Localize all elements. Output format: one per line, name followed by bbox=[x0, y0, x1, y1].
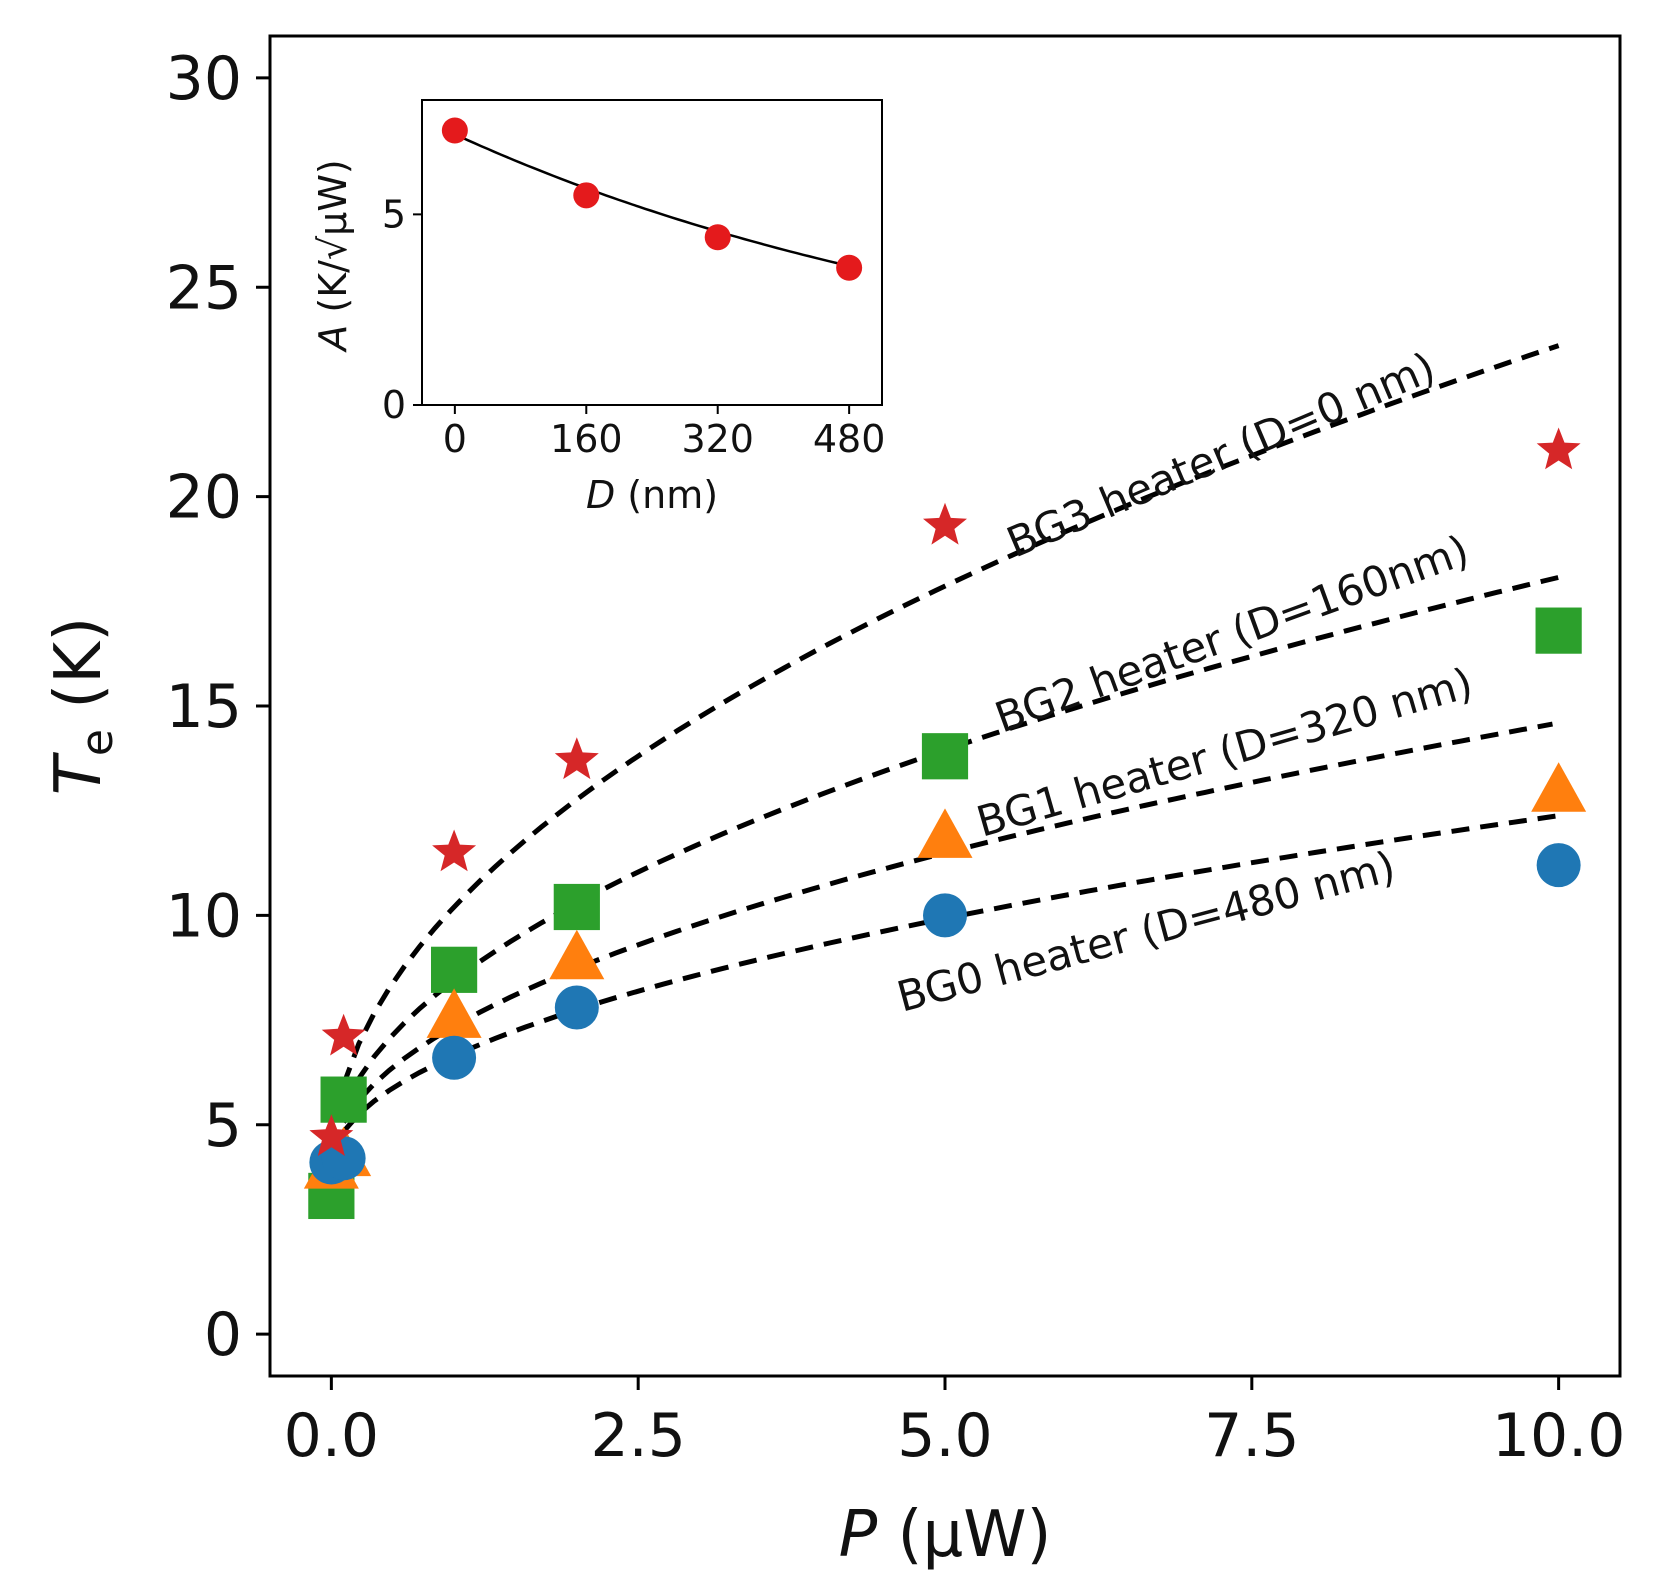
y-tick-label: 20 bbox=[166, 463, 242, 533]
x-tick-label: 0.0 bbox=[284, 1401, 379, 1471]
fit-label-bg3: BG3 heater (D=0 nm) bbox=[1000, 342, 1442, 567]
inset-y-tick-label: 5 bbox=[382, 192, 406, 236]
inset-point bbox=[441, 117, 468, 144]
inset-data-markers bbox=[441, 117, 863, 281]
inset-x-tick-label: 0 bbox=[443, 417, 467, 461]
fit-curve-0 bbox=[341, 343, 1560, 1086]
inset-y-axis-title-unit: (K/√μW) bbox=[311, 159, 355, 324]
inset-point bbox=[836, 254, 863, 281]
y-axis-title-unit: (K) bbox=[42, 617, 116, 729]
inset-point bbox=[704, 224, 731, 251]
inset-fit-line bbox=[454, 133, 850, 268]
marker-bg3-star bbox=[1536, 427, 1581, 470]
marker-bg2-square bbox=[430, 946, 478, 993]
marker-bg1-triangle bbox=[917, 808, 973, 858]
marker-bg3-star bbox=[309, 1114, 354, 1156]
inset-x-tick-label: 160 bbox=[550, 417, 623, 461]
inset-x-axis-title-unit: (nm) bbox=[615, 473, 718, 517]
y-axis-title-var: T bbox=[42, 751, 116, 795]
inset-plot: 0 160 320 480 05 D (nm) A (K/√μW) bbox=[311, 99, 886, 517]
x-tick-label: 7.5 bbox=[1204, 1401, 1299, 1471]
marker-bg0-circle bbox=[554, 985, 599, 1030]
marker-bg0-circle bbox=[1536, 843, 1581, 888]
marker-bg2-square bbox=[921, 733, 969, 780]
inset-x-axis-title: D (nm) bbox=[586, 473, 718, 517]
inset-x-axis-title-var: D bbox=[586, 473, 615, 517]
y-tick-label: 25 bbox=[166, 253, 242, 323]
x-axis-title: P (μW) bbox=[839, 1498, 1052, 1572]
marker-bg1-triangle bbox=[1531, 762, 1587, 812]
inset-plot-frame bbox=[421, 99, 883, 406]
fit-curve-1 bbox=[341, 574, 1560, 1109]
marker-bg1-triangle bbox=[549, 929, 605, 980]
x-tick-label: 2.5 bbox=[590, 1401, 685, 1471]
fit-label-bg0: BG0 heater (D=480 nm) bbox=[892, 842, 1400, 1022]
marker-bg1-triangle bbox=[426, 988, 482, 1038]
inset-point bbox=[573, 182, 600, 209]
marker-bg0-circle bbox=[432, 1035, 477, 1080]
y-tick-label: 15 bbox=[166, 672, 242, 742]
inset-y-axis-ticks: 05 bbox=[382, 192, 422, 427]
marker-bg2-square bbox=[553, 883, 600, 931]
x-tick-label: 5.0 bbox=[897, 1401, 992, 1471]
marker-bg3-star bbox=[432, 829, 477, 872]
y-axis-ticks: 0 5 10 15 20 25 30 bbox=[166, 44, 270, 1370]
marker-bg3-star bbox=[923, 502, 967, 545]
inset-x-tick-label: 480 bbox=[813, 417, 886, 461]
y-tick-label: 5 bbox=[204, 1091, 242, 1161]
data-markers bbox=[303, 427, 1587, 1220]
marker-bg2-square bbox=[320, 1076, 367, 1123]
inset-x-tick-label: 320 bbox=[681, 417, 754, 461]
marker-bg3-star bbox=[554, 737, 599, 780]
inset-y-axis-title: A (K/√μW) bbox=[311, 159, 355, 353]
x-axis-ticks: 0.0 2.5 5.0 7.5 10.0 bbox=[284, 1376, 1626, 1471]
inset-y-tick-label: 0 bbox=[382, 383, 406, 427]
y-axis-title-sub: e bbox=[72, 729, 123, 756]
y-axis-title: Te (K) bbox=[42, 617, 123, 795]
marker-bg3-star bbox=[321, 1013, 366, 1056]
y-tick-label: 30 bbox=[166, 44, 242, 114]
x-tick-label: 10.0 bbox=[1492, 1401, 1626, 1471]
x-axis-title-unit: (μW) bbox=[877, 1498, 1051, 1572]
inset-y-axis-title-var: A bbox=[311, 325, 355, 354]
inset-fit-curve bbox=[454, 133, 850, 268]
y-tick-label: 10 bbox=[166, 881, 242, 951]
y-tick-label: 0 bbox=[204, 1300, 242, 1370]
inset-x-axis-ticks: 0 160 320 480 bbox=[443, 405, 886, 461]
x-axis-title-var: P bbox=[839, 1498, 878, 1572]
marker-bg0-circle bbox=[923, 893, 967, 938]
marker-bg2-square bbox=[1535, 607, 1582, 654]
